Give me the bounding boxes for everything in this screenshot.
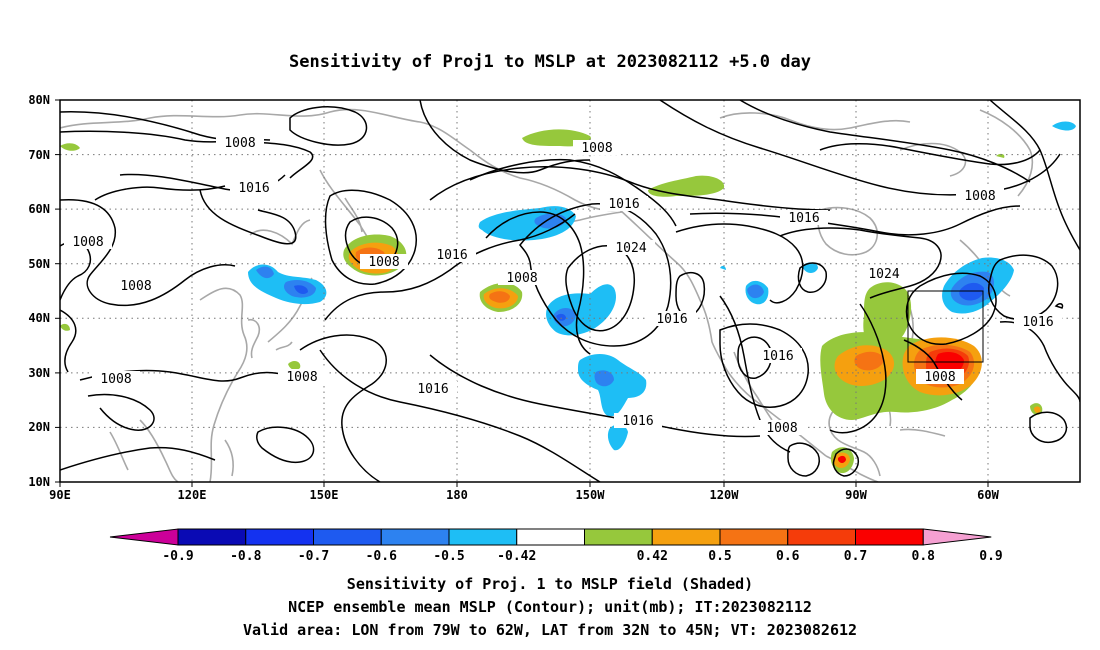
lat-label: 10N — [28, 475, 50, 489]
svg-text:1008: 1008 — [100, 372, 131, 387]
lon-label: 120E — [178, 488, 207, 502]
svg-text:1016: 1016 — [788, 211, 819, 226]
contour-label: 1008 — [216, 135, 264, 151]
contour-label: 1016 — [428, 247, 476, 263]
svg-text:1016: 1016 — [417, 382, 448, 397]
lat-label: 70N — [28, 148, 50, 162]
colorbar-swatch — [313, 528, 382, 546]
lat-label: 30N — [28, 366, 50, 380]
contour-label: 1024 — [860, 266, 908, 282]
contour-labels: 1008 1008 1016 1008 1008 1008 1008 1016 … — [64, 135, 1062, 436]
contour-label: 1008 — [498, 270, 546, 286]
svg-text:1016: 1016 — [762, 349, 793, 364]
contour-label: 1016 — [780, 210, 828, 226]
map-frame — [59, 99, 1081, 483]
contour-label: 1016 — [754, 348, 802, 364]
colorbar-swatch — [380, 528, 450, 546]
contour-label: 1016 — [409, 381, 457, 397]
colorbar-swatch — [516, 528, 585, 546]
colorbar-swatch — [922, 528, 992, 546]
colorbar-label: 0.7 — [844, 549, 867, 564]
contour-label: 1008 — [92, 371, 140, 387]
svg-text:1008: 1008 — [506, 271, 537, 286]
contour-label: 1008 — [956, 188, 1004, 204]
colorbar-label: 0.8 — [912, 549, 936, 564]
svg-text:1008: 1008 — [924, 370, 955, 385]
lat-label: 80N — [28, 93, 50, 107]
svg-text:1016: 1016 — [622, 414, 653, 429]
svg-text:1016: 1016 — [238, 181, 269, 196]
lon-label: 150W — [576, 488, 606, 502]
colorbar-swatch — [651, 528, 721, 546]
colorbar-swatch — [177, 528, 247, 546]
contour-label: 1008 — [360, 254, 408, 270]
lon-label: 60W — [977, 488, 999, 502]
map-area: 1008 1008 1016 1008 1008 1008 1008 1016 … — [60, 100, 1080, 482]
svg-text:1008: 1008 — [120, 279, 151, 294]
figure-title: Sensitivity of Proj1 to MSLP at 20230821… — [289, 52, 811, 72]
contour-label: 1024 — [607, 240, 655, 256]
contour-label: 1016 — [1014, 314, 1062, 330]
svg-text:1008: 1008 — [286, 370, 317, 385]
svg-text:1016: 1016 — [656, 312, 687, 327]
latitude-labels: 80N 70N 60N 50N 40N 30N 20N 10N — [28, 93, 50, 489]
lat-label: 50N — [28, 257, 50, 271]
svg-text:1016: 1016 — [608, 197, 639, 212]
lat-label: 60N — [28, 202, 50, 216]
colorbar-label: 0.42 — [637, 549, 668, 564]
colorbar-label: 0.5 — [708, 549, 731, 564]
colorbar-swatch — [787, 528, 856, 546]
svg-text:1008: 1008 — [581, 141, 612, 156]
colorbar-label: -0.42 — [497, 549, 536, 564]
axis-ticks — [55, 99, 989, 487]
colorbar-swatch — [245, 528, 314, 546]
svg-text:1024: 1024 — [615, 241, 646, 256]
colorbar-label: -0.5 — [433, 549, 464, 564]
longitude-labels: 90E 120E 150E 180 150W 120W 90W 60W — [49, 488, 999, 502]
footer-line-2: NCEP ensemble mean MSLP (Contour); unit(… — [288, 598, 812, 616]
lat-label: 40N — [28, 311, 50, 325]
colorbar-label: 0.9 — [979, 549, 1002, 564]
svg-text:1008: 1008 — [72, 235, 103, 250]
colorbar-label: 0.6 — [776, 549, 800, 564]
colorbar-label: -0.7 — [298, 549, 329, 564]
contour-label: 1016 — [648, 311, 696, 327]
contour-label: 1008 — [916, 369, 964, 385]
contour-label: 1008 — [758, 420, 806, 436]
colorbar-label: -0.9 — [162, 549, 193, 564]
svg-text:1024: 1024 — [868, 267, 899, 282]
colorbar-label: -0.6 — [366, 549, 397, 564]
contour-label: 1008 — [573, 140, 621, 156]
lon-label: 120W — [710, 488, 740, 502]
colorbar-swatch — [109, 528, 179, 546]
lon-label: 180 — [446, 488, 468, 502]
contour-label: 1008 — [64, 234, 112, 250]
contour-label: 1016 — [230, 180, 278, 196]
svg-text:1016: 1016 — [436, 248, 467, 263]
lat-label: 20N — [28, 420, 50, 434]
valid-area-box — [907, 290, 984, 363]
svg-text:1008: 1008 — [766, 421, 797, 436]
contour-label: 1016 — [600, 196, 648, 212]
svg-text:1008: 1008 — [368, 255, 399, 270]
colorbar: -0.9 -0.8 -0.7 -0.6 -0.5 -0.42 0.42 0.5 0.6 0.7 0.… — [109, 528, 1003, 564]
colorbar-label: -0.8 — [230, 549, 261, 564]
lon-label: 90E — [49, 488, 71, 502]
colorbar-swatch — [719, 528, 789, 546]
footer-line-1: Sensitivity of Proj. 1 to MSLP field (Sh… — [347, 575, 753, 593]
colorbar-swatch — [448, 528, 518, 546]
contour-label: 1016 — [614, 413, 662, 429]
svg-text:1016: 1016 — [1022, 315, 1053, 330]
colorbar-swatch — [855, 528, 924, 546]
svg-text:1008: 1008 — [224, 136, 255, 151]
lon-label: 150E — [310, 488, 339, 502]
svg-text:1008: 1008 — [964, 189, 995, 204]
footer-line-3: Valid area: LON from 79W to 62W, LAT fro… — [243, 621, 857, 639]
lon-label: 90W — [845, 488, 867, 502]
contour-label: 1008 — [278, 369, 326, 385]
contour-label: 1008 — [112, 278, 160, 294]
colorbar-swatch — [584, 528, 653, 546]
